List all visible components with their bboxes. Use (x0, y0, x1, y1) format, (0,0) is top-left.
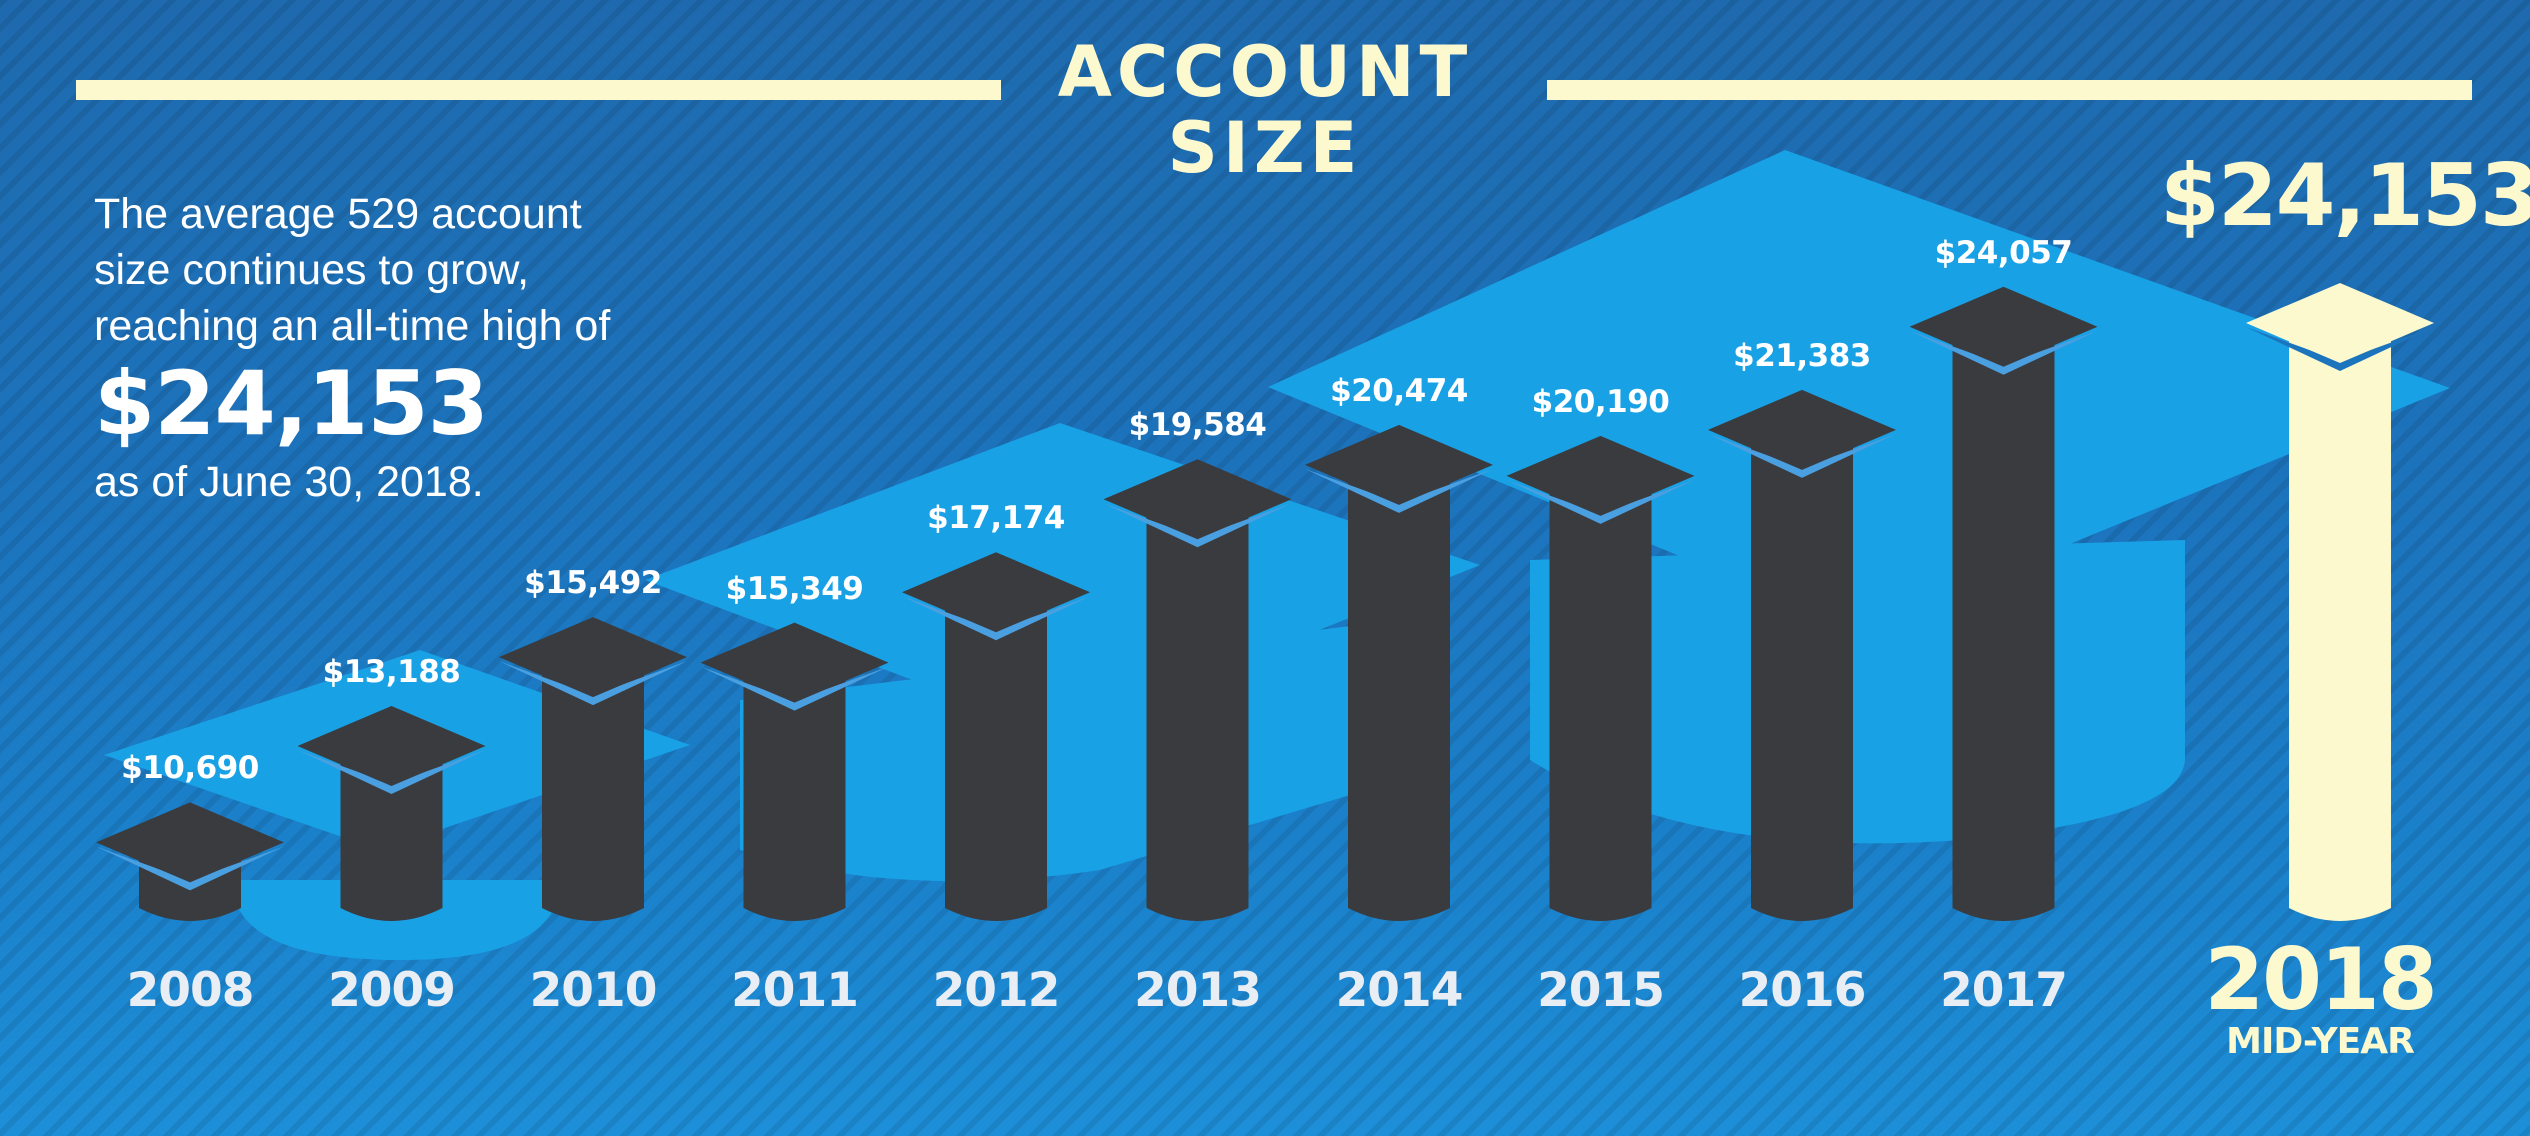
year-label: 2010 (529, 963, 658, 1018)
bar-group-2009 (297, 706, 486, 921)
intro-line3: reaching an all-time high of (94, 302, 611, 350)
value-label: $19,584 (1128, 407, 1267, 444)
mortarboard-cap (902, 552, 1090, 633)
highlight-sub-label: MID-YEAR (2226, 1021, 2415, 1062)
intro-highlight-value: $24,153 (94, 352, 489, 455)
bar-group-2011 (700, 622, 889, 921)
year-label: 2017 (1940, 963, 2068, 1018)
bar (2289, 325, 2391, 921)
mortarboard-cap (499, 617, 687, 698)
bar (1751, 433, 1853, 921)
bar-group-2016 (1708, 389, 1896, 921)
mortarboard-cap (1506, 435, 1695, 516)
bar (1146, 503, 1249, 921)
bar (743, 666, 846, 921)
year-label: 2016 (1738, 963, 1867, 1018)
mortarboard-cap (2246, 283, 2434, 363)
bar (1549, 479, 1652, 921)
mortarboard-cap (1305, 424, 1493, 505)
intro-line2: size continues to grow, (94, 246, 530, 294)
chart-title: ACCOUNT SIZE (0, 34, 2530, 186)
chart-title-line1: ACCOUNT (1057, 31, 1473, 113)
year-label: 2014 (1335, 963, 1464, 1018)
value-label: $10,690 (121, 750, 259, 787)
highlight-year-label: 2018 (2204, 930, 2437, 1030)
year-label: 2012 (932, 963, 1061, 1018)
intro-line1: The average 529 account (94, 190, 582, 238)
bar (1952, 330, 2055, 922)
year-label: 2013 (1134, 963, 1262, 1018)
value-label: $20,474 (1330, 372, 1468, 409)
mortarboard-cap (96, 802, 284, 883)
intro-text: The average 529 account size continues t… (94, 186, 814, 510)
bar-group-2012 (902, 552, 1090, 921)
intro-line4: as of June 30, 2018. (94, 458, 484, 506)
bar (340, 750, 443, 921)
value-label: $21,383 (1733, 337, 1871, 374)
mortarboard-cap (1708, 389, 1896, 470)
bar-group-2017 (1909, 286, 2098, 922)
year-label: 2008 (126, 963, 255, 1018)
bar-group-2013 (1103, 459, 1292, 921)
mortarboard-cap (1909, 286, 2098, 367)
value-label: $24,057 (1934, 234, 2073, 271)
bar (542, 661, 644, 921)
mortarboard-cap (297, 706, 486, 787)
value-label: $20,190 (1531, 383, 1670, 420)
title-rule-left (76, 80, 1001, 100)
value-label: $17,174 (927, 500, 1065, 537)
mortarboard-cap (1103, 459, 1292, 540)
bar-group-2008 (96, 802, 284, 921)
value-label: $15,492 (524, 565, 662, 602)
bar (945, 596, 1047, 921)
decor-cap-large-board (1268, 150, 2450, 630)
bar (1348, 468, 1450, 921)
value-label: $15,349 (725, 570, 864, 607)
bar-group-2018-mid-year (2246, 283, 2434, 921)
value-label: $13,188 (322, 654, 461, 690)
bar-group-2014 (1305, 424, 1493, 921)
bar-group-2010 (499, 617, 687, 921)
year-label: 2015 (1537, 963, 1665, 1018)
highlight-value-label: $24,153 (2160, 146, 2530, 246)
mortarboard-cap (700, 622, 889, 703)
year-label: 2009 (328, 963, 456, 1018)
year-label: 2011 (731, 963, 859, 1018)
chart-title-line2: SIZE (1167, 107, 1363, 189)
bars-layer (96, 283, 2434, 922)
bar-group-2015 (1506, 435, 1695, 921)
title-rule-right (1547, 80, 2472, 100)
